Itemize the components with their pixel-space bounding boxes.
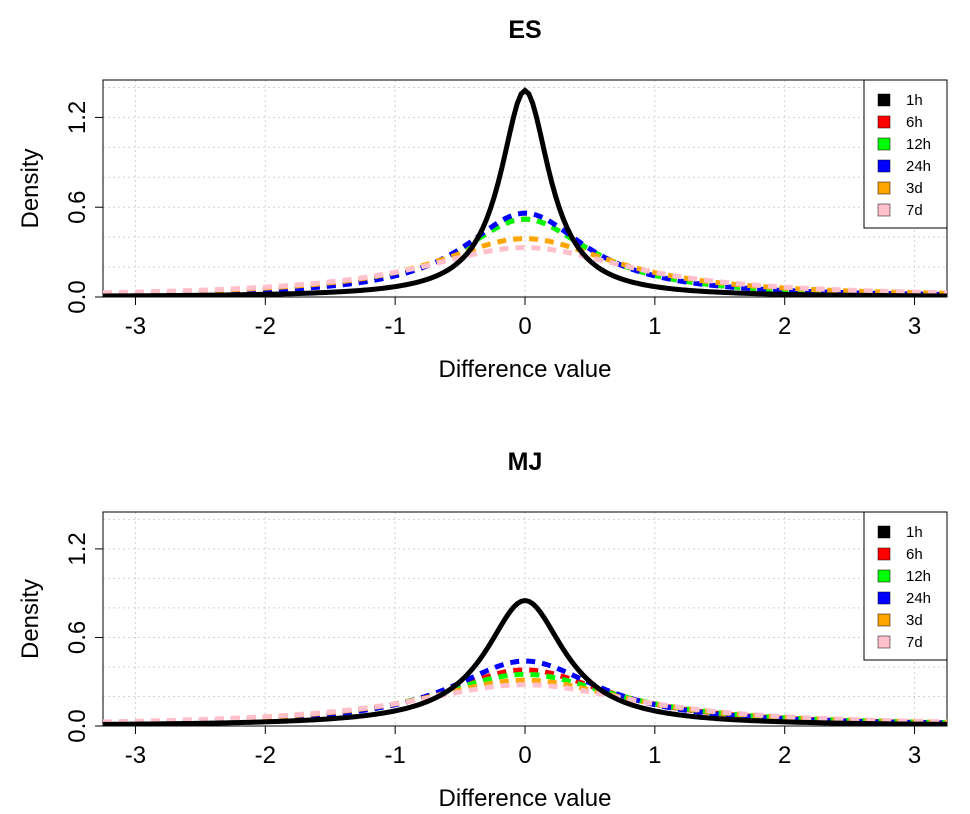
series-line-1h (103, 597, 947, 726)
x-tick-label: 2 (778, 313, 791, 340)
y-tick-label: 1.2 (64, 101, 91, 134)
legend-swatch-12h (877, 137, 891, 151)
legend-swatch-6h (877, 547, 891, 561)
legend-label: 3d (906, 180, 923, 197)
x-tick-label: -1 (384, 313, 405, 340)
chart-panel-mj: MJ 0.0 0.6 1.2 -3 -2 -1 0 1 2 3 Difference value Den… (17, 448, 948, 812)
x-tick-label: -2 (255, 313, 276, 340)
x-tick-label: 3 (908, 313, 921, 340)
legend-swatch-6h (877, 115, 891, 129)
chart-title: ES (508, 16, 541, 44)
chart-title: MJ (508, 448, 543, 476)
legend: 1h 6h 12h 24h 3d 7d (863, 511, 948, 661)
legend-label: 6h (906, 114, 923, 131)
y-axis-label: Density (17, 579, 44, 659)
plot-frame (102, 79, 948, 298)
legend-swatch-12h (877, 569, 891, 583)
x-tick-label: 1 (648, 742, 661, 769)
legend-label: 12h (906, 568, 931, 585)
y-tick-label: 0.0 (64, 709, 91, 742)
legend-label: 12h (906, 136, 931, 153)
x-tick-label: 2 (778, 742, 791, 769)
legend-swatch-1h (877, 93, 891, 107)
legend-label: 24h (906, 590, 931, 607)
x-axis-label: Difference value (439, 785, 612, 812)
x-tick-label: -2 (255, 742, 276, 769)
legend-label: 3d (906, 612, 923, 629)
series-line-7d (103, 682, 947, 725)
legend: 1h 6h 12h 24h 3d 7d (863, 79, 948, 229)
y-tick-label: 1.2 (64, 532, 91, 565)
y-tick-label: 0.6 (64, 621, 91, 654)
x-tick-label: 3 (908, 742, 921, 769)
legend-swatch-24h (877, 159, 891, 173)
y-axis-label: Density (17, 148, 44, 228)
legend-label: 1h (906, 524, 923, 541)
chart-panel-es: ES 0.0 0.6 1.2 -3 -2 -1 0 1 2 3 Difference value Den… (17, 16, 948, 383)
x-tick-label: 0 (518, 742, 531, 769)
legend-swatch-24h (877, 591, 891, 605)
x-tick-label: -3 (125, 313, 146, 340)
grid-lines (103, 512, 947, 727)
legend-swatch-7d (877, 635, 891, 649)
legend-label: 7d (906, 202, 923, 219)
series-line-24h (103, 210, 947, 297)
legend-label: 7d (906, 634, 923, 651)
legend-label: 1h (906, 92, 923, 109)
legend-swatch-1h (877, 525, 891, 539)
x-tick-label: 0 (518, 313, 531, 340)
series-line-1h (103, 87, 947, 297)
legend-label: 6h (906, 546, 923, 563)
y-tick-label: 0.6 (64, 191, 91, 224)
legend-swatch-3d (877, 613, 891, 627)
y-tick-label: 0.0 (64, 280, 91, 313)
x-tick-label: -3 (125, 742, 146, 769)
x-axis-label: Difference value (439, 356, 612, 383)
legend-swatch-7d (877, 203, 891, 217)
legend-label: 24h (906, 158, 931, 175)
grid-lines (103, 80, 947, 298)
x-tick-label: -1 (384, 742, 405, 769)
legend-swatch-3d (877, 181, 891, 195)
series-line-7d (103, 245, 947, 296)
series-line-12h (103, 216, 947, 297)
x-tick-label: 1 (648, 313, 661, 340)
